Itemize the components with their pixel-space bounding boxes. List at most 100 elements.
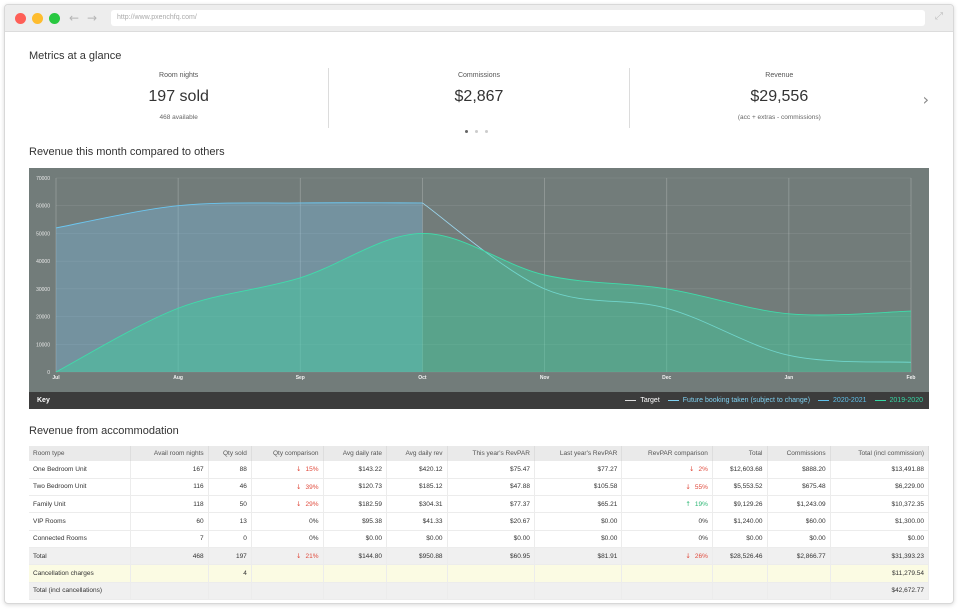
accommodation-table: Room type Avail room nights Qty sold Qty co… [29,446,930,600]
room-type-cell: VIP Rooms [29,512,132,531]
revpar-cell: $0.00 [447,530,535,548]
grand-total-row: Total (incl cancellations) $42,672.77 [29,582,930,600]
adr-cell: $143.22 [323,461,387,479]
avail-cell: 167 [130,461,209,479]
x-tick-label: Dec [662,375,671,381]
column-header[interactable]: Total (incl commission) [830,446,930,461]
legend-label: 2020-2021 [833,397,867,404]
empty-cell [130,582,209,600]
close-window-button[interactable] [15,13,26,24]
revenue-chart-svg: 0 10000 20000 30000 40000 50000 60000 70000 Jul A… [36,176,915,381]
address-bar[interactable]: http://www.pxenchfq.com/ [111,10,925,26]
legend-item-2020-2021: 2020-2021 [818,392,867,409]
adrev-cell: $41.33 [386,512,448,531]
last-revpar-cell: $77.27 [534,461,623,479]
avail-cell: 116 [130,478,209,497]
x-tick-label: Sep [296,375,305,381]
series-area [56,202,423,372]
room-type-cell: Two Bedroom Unit [29,478,132,497]
last-revpar-cell: $105.58 [534,478,623,497]
total-row: Total 468 197 ↓ 21% $144.80 $950.88 $60.95 $81.9… [29,547,930,566]
column-header[interactable]: Total [712,446,768,461]
adrev-cell: $950.88 [386,547,448,566]
total-cell: $0.00 [712,530,768,548]
qty-sold-cell: 0 [208,530,252,548]
comparison-cell: 0% [621,530,713,548]
x-tick-label: Oct [418,375,427,381]
arrow-down-icon: ↓ [685,482,691,491]
pager-dot[interactable] [485,130,488,133]
column-header[interactable]: Avg daily rate [323,446,387,461]
metric-label: Room nights [159,72,199,79]
arrow-down-icon: ↓ [296,465,302,474]
empty-cell [712,564,768,583]
arrow-down-icon: ↓ [685,552,691,561]
empty-cell [712,582,768,600]
total-incl-cell: $6,229.00 [830,478,930,497]
commission-cell: $675.48 [767,478,831,497]
comparison-value: 21% [305,553,319,561]
column-header[interactable]: Qty sold [208,446,252,461]
pager-dot[interactable] [475,130,478,133]
total-incl-cell: $13,491.88 [830,461,930,479]
avail-cell: 7 [130,530,209,548]
table-row: Connected Rooms 7 0 0% $0.00 $0.00 $0.00 $0.00 0… [29,530,930,548]
last-revpar-cell: $65.21 [534,495,623,514]
forward-arrow-icon[interactable]: → [87,11,98,25]
metric-card-revenue: Revenue $29,556 (acc + extras - commissi… [630,68,929,128]
y-tick-label: 40000 [36,259,50,265]
total-cell: $28,526.46 [712,547,768,566]
avail-cell: 118 [130,495,209,514]
comparison-value: 0% [698,535,708,543]
empty-cell [621,564,713,583]
avail-cell: 468 [130,547,209,566]
commission-cell: $1,243.09 [767,495,831,514]
total-cell: $12,603.68 [712,461,768,479]
column-header[interactable]: Avg daily rev [386,446,448,461]
back-arrow-icon[interactable]: ← [69,11,80,25]
column-header[interactable]: Last year's RevPAR [534,446,623,461]
empty-cell [323,564,387,583]
comparison-value: 19% [694,501,708,509]
metrics-carousel: Room nights 197 sold 468 available Commi… [29,68,929,128]
comparison-cell: 0% [251,512,324,531]
x-tick-label: Jul [52,375,60,381]
empty-cell [534,582,623,600]
table-row: VIP Rooms 60 13 0% $95.38 $41.33 $20.67 $0.00 0%… [29,512,930,531]
comparison-cell: ↓ 2% [621,461,713,479]
chart-title: Revenue this month compared to others [29,146,225,158]
metric-value: $2,867 [454,88,504,105]
empty-cell [130,564,209,583]
adr-cell: $95.38 [323,512,387,531]
browser-toolbar: ← → http://www.pxenchfq.com/ ⤢ [5,5,953,32]
column-header[interactable]: Commissions [767,446,831,461]
qty-sold-cell: 4 [208,564,252,583]
expand-icon[interactable]: ⤢ [935,11,943,22]
comparison-value: 15% [305,466,319,474]
column-header[interactable]: This year's RevPAR [447,446,535,461]
series-area [56,233,911,372]
column-header[interactable]: Avail room nights [130,446,209,461]
column-header[interactable]: Qty comparison [251,446,324,461]
maximize-window-button[interactable] [49,13,60,24]
revpar-cell: $47.88 [447,478,535,497]
column-header[interactable]: Room type [29,446,132,461]
arrow-down-icon: ↓ [689,465,695,474]
pager-dot[interactable] [465,130,468,133]
empty-cell [386,582,448,600]
comparison-value: 0% [309,535,319,543]
metric-label: Revenue [765,72,794,79]
commission-cell: $0.00 [767,530,831,548]
adrev-cell: $304.31 [386,495,448,514]
carousel-pager [465,130,488,133]
carousel-next-icon[interactable]: › [922,90,929,109]
minimize-window-button[interactable] [32,13,43,24]
key-label: Key [37,397,50,404]
room-type-cell: Cancellation charges [29,564,132,583]
y-tick-label: 10000 [36,342,50,348]
total-incl-cell: $42,672.77 [830,582,930,600]
column-header[interactable]: RevPAR comparison [621,446,713,461]
revpar-cell: $60.95 [447,547,535,566]
comparison-cell: ↓ 29% [251,495,324,514]
cancellation-row: Cancellation charges 4 $11,279.54 [29,564,930,583]
